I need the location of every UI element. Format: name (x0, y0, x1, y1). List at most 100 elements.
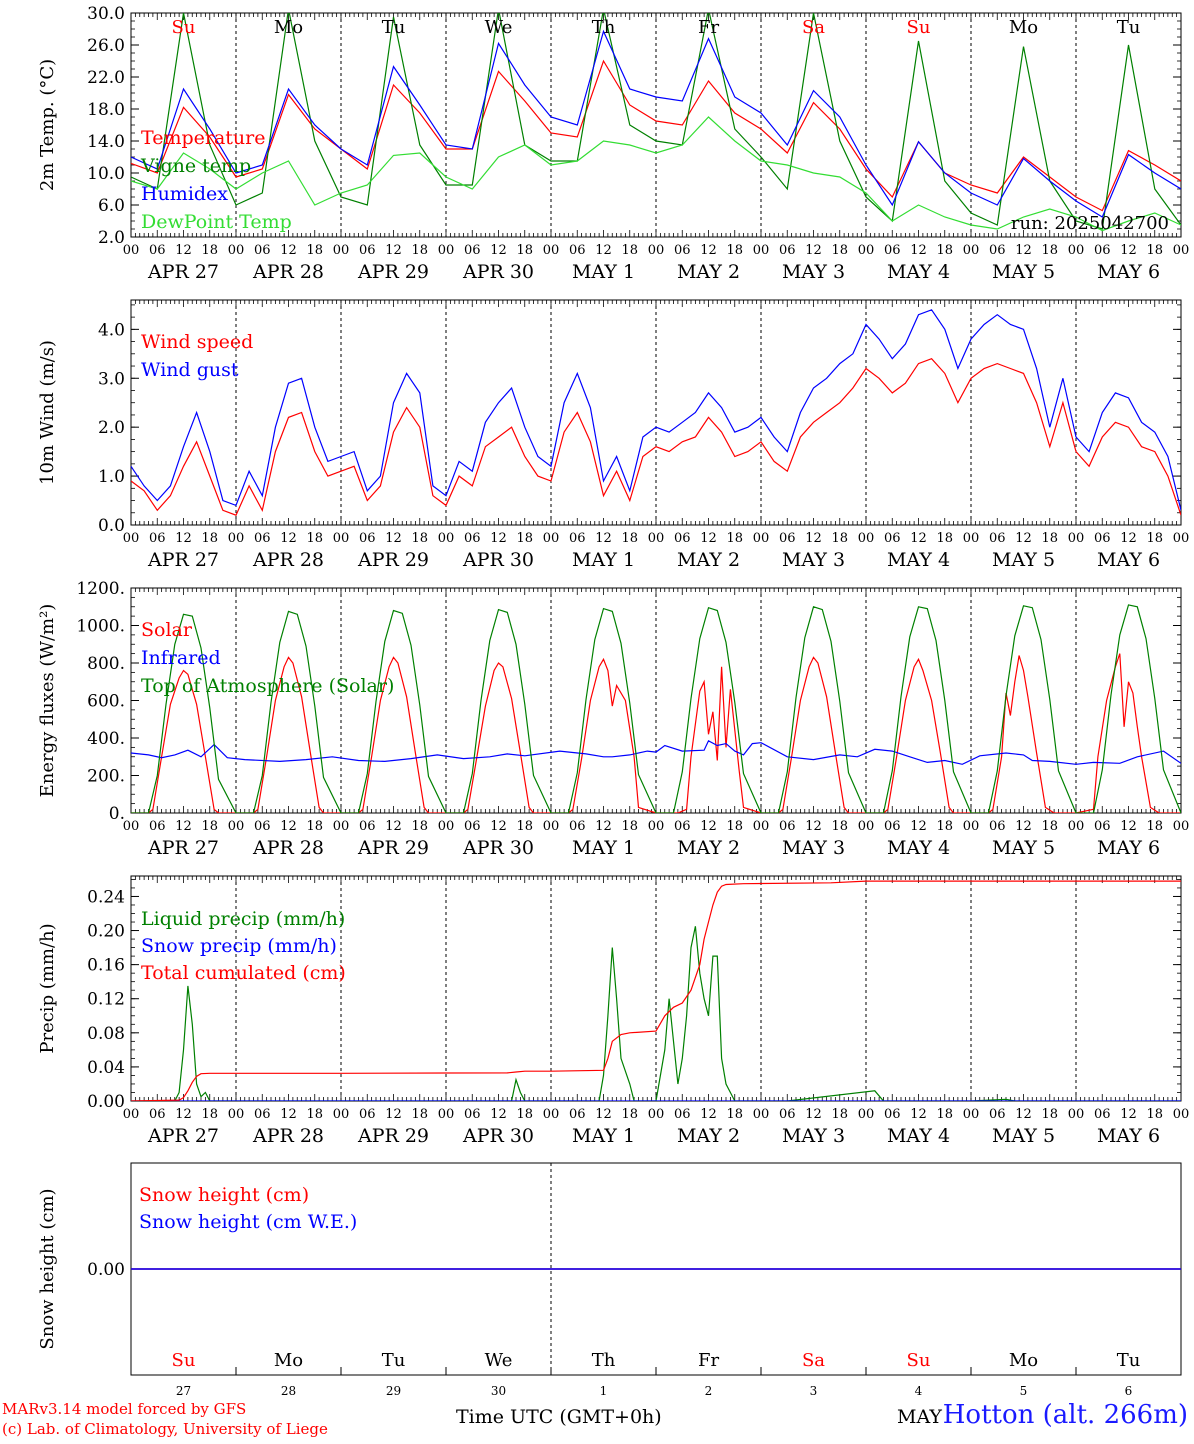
y-tick-label: 30.0 (87, 4, 125, 24)
hour-tick-label: 12 (805, 531, 822, 546)
hour-tick-label: 18 (1146, 819, 1163, 834)
y-tick-label: 4.0 (98, 320, 125, 340)
hour-tick-label: 06 (254, 243, 271, 258)
hour-tick-label: 06 (1094, 819, 1111, 834)
weekday-label: Mo (1009, 17, 1038, 38)
hour-tick-label: 00 (543, 819, 560, 834)
day-number-label: 1 (600, 1384, 608, 1398)
hour-tick-label: 06 (359, 1107, 376, 1122)
y-tick-label: 18.0 (87, 100, 125, 120)
hour-tick-label: 18 (516, 1107, 533, 1122)
hour-tick-label: 18 (411, 531, 428, 546)
date-label: MAY 6 (1097, 549, 1160, 571)
hour-tick-label: 06 (359, 819, 376, 834)
hour-tick-label: 06 (149, 1107, 166, 1122)
weekday-label: Su (172, 17, 196, 38)
hour-tick-label: 18 (306, 243, 323, 258)
hour-tick-label: 12 (700, 819, 717, 834)
hour-tick-label: 06 (149, 819, 166, 834)
hour-tick-label: 18 (201, 531, 218, 546)
date-label: APR 29 (357, 837, 429, 859)
hour-tick-label: 00 (1068, 531, 1085, 546)
date-label: APR 27 (147, 1125, 219, 1147)
hour-tick-label: 00 (858, 1107, 875, 1122)
hour-tick-label: 00 (438, 1107, 455, 1122)
hour-tick-label: 12 (1015, 819, 1032, 834)
hour-tick-label: 06 (464, 531, 481, 546)
hour-tick-label: 12 (175, 243, 192, 258)
y-tick-label: 6.0 (98, 196, 125, 216)
date-label: MAY 6 (1097, 837, 1160, 859)
hour-tick-label: 06 (464, 243, 481, 258)
date-label: APR 28 (252, 837, 324, 859)
date-label: APR 28 (252, 1125, 324, 1147)
y-tick-label: 0.20 (87, 922, 125, 942)
hour-tick-label: 12 (910, 531, 927, 546)
hour-tick-label: 06 (989, 1107, 1006, 1122)
y-tick-label: 10.0 (87, 164, 125, 184)
hour-tick-label: 18 (1041, 1107, 1058, 1122)
hour-tick-label: 06 (464, 1107, 481, 1122)
y-tick-label: 22.0 (87, 68, 125, 88)
legend-entry: Snow precip (mm/h) (141, 935, 337, 957)
hour-tick-label: 06 (149, 243, 166, 258)
day-number-label: 29 (386, 1384, 401, 1398)
hour-tick-label: 00 (963, 531, 980, 546)
y-tick-label: 400. (87, 729, 125, 749)
day-number-label: 28 (281, 1384, 296, 1398)
weekday-label: Fr (698, 17, 719, 38)
hour-tick-label: 00 (648, 819, 665, 834)
hour-tick-label: 00 (228, 531, 245, 546)
hour-tick-label: 00 (333, 531, 350, 546)
weekday-label: Th (592, 1350, 616, 1371)
hour-tick-label: 00 (1173, 819, 1190, 834)
y-tick-label: 1.0 (98, 467, 125, 487)
date-label: MAY 6 (1097, 261, 1160, 283)
y-tick-label: 1200. (76, 579, 125, 599)
legend-entry: DewPoint Temp (141, 211, 292, 233)
date-label: MAY 4 (887, 837, 950, 859)
hour-tick-label: 18 (621, 819, 638, 834)
hour-tick-label: 18 (1041, 819, 1058, 834)
date-label: MAY 1 (572, 1125, 635, 1147)
hour-tick-label: 06 (989, 819, 1006, 834)
weekday-label: Th (592, 17, 616, 38)
date-label: MAY 6 (1097, 1125, 1160, 1147)
hour-tick-label: 12 (910, 819, 927, 834)
hour-tick-label: 18 (1041, 531, 1058, 546)
y-axis-label: Snow height (cm) (37, 1188, 58, 1349)
hour-tick-label: 06 (569, 531, 586, 546)
hour-tick-label: 06 (359, 531, 376, 546)
panel-wind: 00 06 12 18 00 06 12 18 00 06 12 18 00 06 12 18 00 06 12 18… (37, 299, 1189, 571)
hour-tick-label: 00 (228, 1107, 245, 1122)
date-label: MAY 5 (992, 549, 1055, 571)
date-label: APR 29 (357, 1125, 429, 1147)
hour-tick-label: 00 (123, 819, 140, 834)
date-label: MAY 3 (782, 261, 845, 283)
date-label: MAY 3 (782, 837, 845, 859)
panel-snow: 0.00 Snow height (cm) Snow height (cm) Snow… (37, 1162, 1182, 1398)
hour-tick-label: 18 (1146, 243, 1163, 258)
series-line-total-cumulated-cm- (131, 880, 1181, 1101)
weekday-label: Mo (1009, 1350, 1038, 1371)
hour-tick-label: 00 (1173, 1107, 1190, 1122)
legend-entry: Snow height (cm W.E.) (139, 1211, 357, 1233)
hour-tick-label: 00 (333, 1107, 350, 1122)
hour-tick-label: 00 (438, 243, 455, 258)
y-tick-label: 0.00 (87, 1260, 125, 1280)
weekday-label: Su (172, 1350, 196, 1371)
weekday-label: Tu (1117, 1350, 1141, 1371)
legend-entry: Vigne temp (140, 155, 251, 177)
series-line-solar (131, 653, 1181, 813)
y-tick-label: 0.24 (87, 887, 125, 907)
hour-tick-label: 18 (516, 819, 533, 834)
hour-tick-label: 12 (595, 531, 612, 546)
weekday-label: We (485, 1350, 513, 1371)
day-number-label: 4 (915, 1384, 923, 1398)
weekday-label: Su (907, 17, 931, 38)
y-tick-label: 0.04 (87, 1058, 125, 1078)
hour-tick-label: 06 (1094, 243, 1111, 258)
y-axis-label: 10m Wind (m/s) (37, 340, 58, 485)
hour-tick-label: 06 (674, 531, 691, 546)
